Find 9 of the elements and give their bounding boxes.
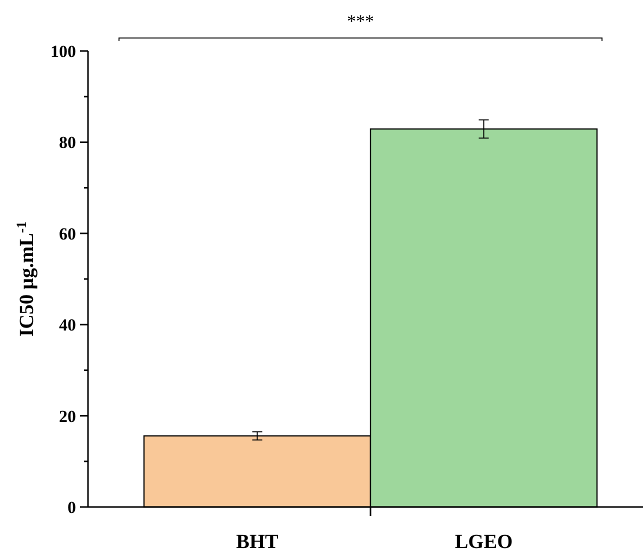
y-tick-label: 20 <box>59 406 76 426</box>
text: *** <box>347 11 374 31</box>
y-tick-label: 60 <box>59 224 76 244</box>
x-tick-label: LGEO <box>454 531 513 551</box>
y-tick-label: 100 <box>50 42 76 61</box>
y-tick-label: 40 <box>59 316 76 335</box>
x-tick-label: BHT <box>236 531 280 551</box>
y-tick-label: 80 <box>59 133 76 152</box>
y-tick-label: 0 <box>68 498 76 517</box>
